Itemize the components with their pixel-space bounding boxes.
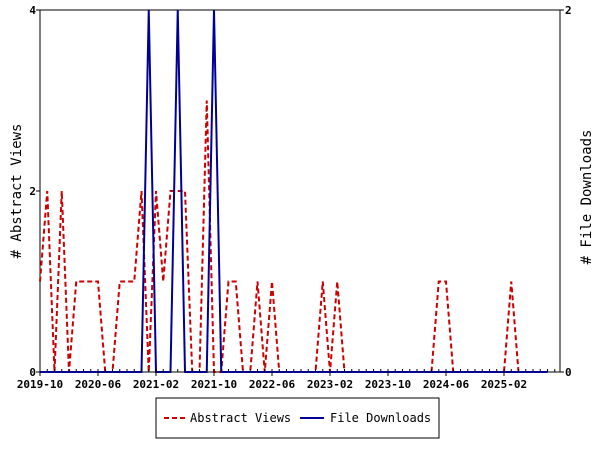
y-right-axis-title: # File Downloads: [579, 130, 595, 265]
x-tick-label: 2022-06: [249, 378, 296, 391]
x-tick-label: 2024-06: [423, 378, 470, 391]
y-left-tick-label: 4: [29, 4, 36, 17]
x-tick-label: 2021-02: [133, 378, 179, 391]
x-tick-label: 2020-06: [75, 378, 122, 391]
y-right-tick-label: 0: [565, 366, 572, 379]
legend-label-file-downloads: File Downloads: [330, 411, 431, 425]
legend-label-abstract-views: Abstract Views: [190, 411, 291, 425]
x-tick-label: 2021-10: [191, 378, 237, 391]
x-tick-label: 2025-02: [481, 378, 527, 391]
y-left-tick-label: 2: [29, 185, 36, 198]
legend-box: [155, 397, 440, 439]
y-right-tick-label: 2: [565, 4, 572, 17]
y-left-axis-title: # Abstract Views: [9, 124, 25, 259]
plot-frame: [39, 9, 561, 373]
ticks-layer: 2019-10 2020-06 2021-02 2021-10 2022-06 2023-…: [17, 4, 572, 391]
y-left-tick-label: 0: [29, 366, 36, 379]
series-line-abstract-views: [39, 100, 548, 373]
x-tick-label: 2023-02: [307, 378, 353, 391]
x-tick-label: 2019-10: [17, 378, 63, 391]
legend: Abstract Views File Downloads: [155, 397, 440, 439]
x-tick-label: 2023-10: [365, 378, 411, 391]
